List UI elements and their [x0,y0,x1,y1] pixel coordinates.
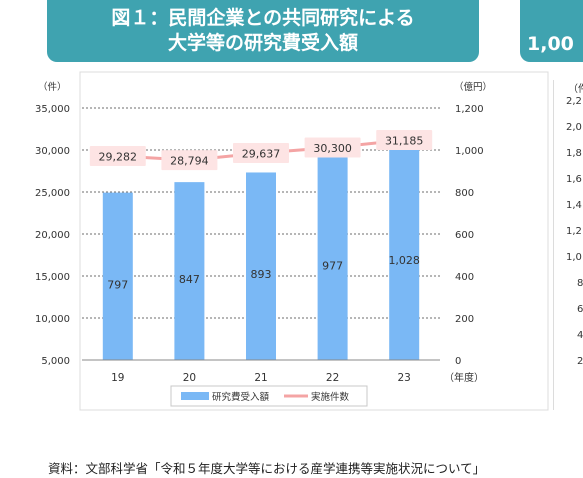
source-footnote: 資料：文部科学省「令和５年度大学等における産学連携等実施状況について」 [48,461,486,476]
x-axis-tick-label: 23 [398,372,411,384]
right-axis-tick-label: 800 [455,188,474,199]
chart-title-line1: 図１：民間企業との共同研究による [111,7,415,29]
x-axis-tick-label: 20 [183,372,196,384]
x-axis-tick-label: 21 [254,372,267,384]
line-data-label: 31,185 [385,135,424,148]
adjacent-chart-tick-fragment: 1,8 [566,148,582,159]
bar-data-label: 847 [179,273,200,286]
line-data-label: 30,300 [313,142,352,155]
adjacent-chart-tick-fragment: 1,6 [566,174,582,185]
legend-swatch-bar [181,392,209,400]
adjacent-chart-tick-fragment: 8 [577,278,583,289]
left-axis-tick-label: 15,000 [35,272,70,283]
adjacent-chart-tick-fragment: 1,4 [566,200,582,211]
chart-title-banner: 図１：民間企業との共同研究による 大学等の研究費受入額 [47,0,479,62]
adjacent-chart-tick-fragment: 6 [577,304,583,315]
left-axis-tick-label: 20,000 [35,230,70,241]
adjacent-chart-tick-fragment: 2,2 [566,96,582,107]
x-axis-tick-label: 22 [326,372,339,384]
right-axis-tick-label: 600 [455,230,474,241]
bar [102,192,133,360]
adjacent-chart-tick-fragment: 2 [577,356,583,367]
bar-data-label: 977 [322,259,343,272]
line-data-label-box [89,146,146,167]
bar-data-label: 797 [107,278,128,291]
right-axis-tick-label: 1,200 [455,104,484,115]
legend-label-bar: 研究費受入額 [212,391,270,403]
line-data-label: 28,794 [170,155,209,168]
bar-data-label: 1,028 [388,254,420,267]
x-axis-tick-label: 19 [111,372,124,384]
line-data-label: 29,282 [99,151,138,164]
bar [389,144,420,360]
adjacent-chart-tick-fragment: 2,0 [566,122,582,133]
bar [174,182,205,360]
bar-data-label: 893 [251,268,272,281]
chart-title-line2: 大学等の研究費受入額 [167,32,358,54]
left-axis-tick-label: 25,000 [35,188,70,199]
right-axis-tick-label: 400 [455,272,474,283]
adjacent-chart-tick-fragment: 1,0 [566,252,582,263]
chart-frame [79,71,549,411]
legend-box [170,385,368,407]
line-data-label-box [376,130,433,151]
adjacent-chart-title-fragment: 1,00 [527,33,574,55]
bar [317,154,348,360]
left-axis-tick-label: 10,000 [35,314,70,325]
line-data-label: 29,637 [242,148,281,161]
x-axis-unit: （年度） [444,371,484,384]
line-data-label-box [304,137,361,158]
right-axis-unit: （億円） [454,81,492,93]
right-axis-tick-label: 0 [455,356,461,367]
adjacent-chart-title-banner [520,0,583,62]
legend-label-line: 実施件数 [311,391,350,403]
right-axis-tick-label: 200 [455,314,474,325]
line-data-label-box [233,143,289,164]
adjacent-chart-divider [553,80,554,410]
line-data-label-box [161,150,218,171]
adjacent-chart-unit-fragment: （件 [568,84,583,95]
left-axis-tick-label: 5,000 [41,356,70,367]
right-axis-tick-label: 1,000 [455,146,484,157]
left-axis-tick-label: 30,000 [35,146,70,157]
left-axis-tick-label: 35,000 [35,104,70,115]
bar [246,172,276,360]
adjacent-chart-tick-fragment: 4 [577,330,583,341]
left-axis-unit: （件） [38,81,67,93]
adjacent-chart-tick-fragment: 1,2 [566,226,582,237]
